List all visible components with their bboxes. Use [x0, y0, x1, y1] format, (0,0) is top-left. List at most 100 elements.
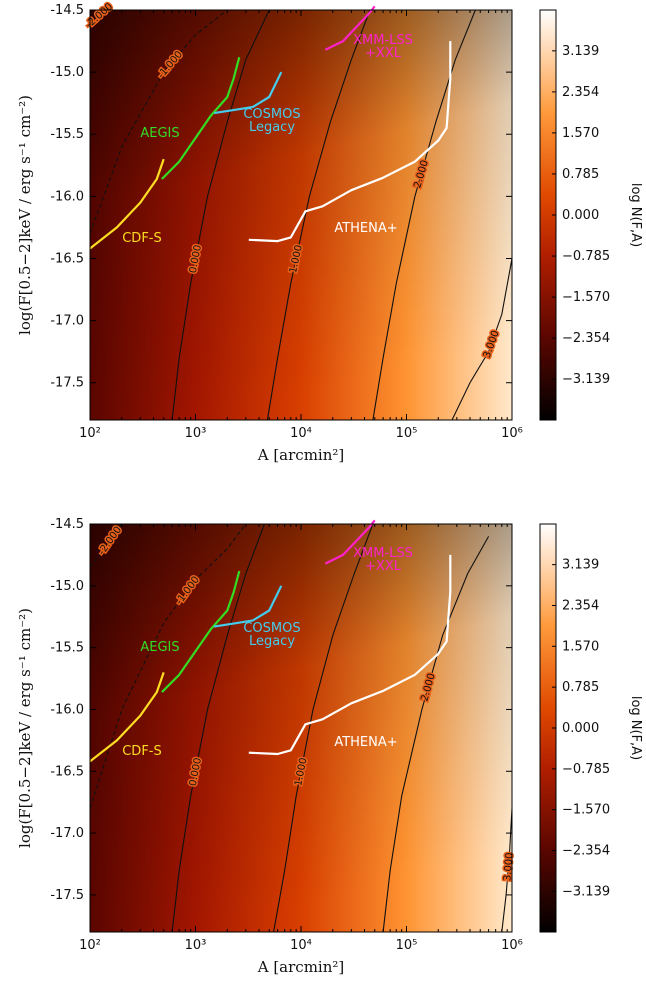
survey-aegis: AEGIS	[140, 570, 241, 693]
y-axis: -14.5 -15.0 -15.5 -16.0 -16.5 -17.0 -17.5 log(F…	[16, 517, 512, 903]
contour-path	[501, 808, 513, 933]
survey-label: +XXL	[365, 559, 402, 574]
survey-track	[248, 41, 452, 243]
survey-xmm-lss-xxl: XMM-LSS+XXL	[324, 5, 413, 61]
survey-cdf-s: CDF-S	[89, 158, 165, 250]
colorbar-tick-label: −3.139	[562, 884, 610, 899]
contour-path	[89, 523, 123, 568]
survey-xmm-lss-xxl: XMM-LSS+XXL	[324, 519, 413, 574]
y-axis-title: log(F[0.5−2]keV / erg s⁻¹ cm⁻²)	[16, 95, 34, 335]
colorbar-tick-label: −1.570	[562, 290, 610, 305]
y-tick-label: -17.0	[50, 314, 84, 329]
survey-athena-: ATHENA+	[248, 554, 452, 756]
contour-path	[382, 536, 490, 933]
survey-label: CDF-S	[122, 231, 162, 246]
contour-line-0.000: 0.000	[171, 9, 270, 421]
y-tick-label: -15.0	[50, 65, 84, 80]
colorbar-tick-label: −3.139	[562, 372, 610, 387]
survey-label: Legacy	[249, 634, 295, 649]
x-axis-title: A [arcmin²]	[257, 958, 345, 976]
survey-track	[89, 672, 165, 763]
heatmap-shade	[90, 10, 512, 420]
x-axis: 10² 10³ 10⁴ 10⁵ 10⁶ A [arcmin²]	[79, 524, 523, 976]
colorbar-tick-label: −2.354	[562, 844, 610, 859]
survey-track	[89, 158, 165, 250]
colorbar-tick-label: 3.139	[562, 44, 599, 59]
colorbar-tick-label: 0.785	[562, 167, 599, 182]
x-tick-label: 10⁴	[290, 938, 312, 953]
x-tick-label: 10⁶	[501, 426, 523, 441]
colorbar-tick-label: −1.570	[562, 803, 610, 818]
colorbar-tick-label: 0.000	[562, 208, 599, 223]
y-tick-label: -15.0	[50, 579, 84, 594]
contour-path	[451, 258, 513, 421]
heatmap	[90, 524, 512, 932]
y-axis: -14.5 -15.0 -15.5 -16.0 -16.5 -17.0 -17.5 log(F…	[16, 3, 512, 391]
survey-label: ATHENA+	[334, 735, 397, 750]
heatmap	[90, 10, 512, 420]
colorbar-tick-label: −0.785	[562, 762, 610, 777]
y-tick-label: -14.5	[50, 3, 84, 18]
contour-path	[372, 9, 476, 421]
colorbar-tick-label: −0.785	[562, 249, 610, 264]
survey-label: XMM-LSS	[353, 546, 413, 561]
survey-label: Legacy	[249, 120, 295, 135]
x-tick-label: 10⁵	[396, 938, 418, 953]
y-tick-label: -16.5	[50, 764, 84, 779]
colorbar-title: log N(F,A)	[628, 696, 643, 760]
y-tick-label: -14.5	[50, 517, 84, 532]
colorbar-tick-label: 0.000	[562, 721, 599, 736]
survey-label: AEGIS	[140, 640, 179, 655]
colorbar-tick-label: 1.570	[562, 126, 599, 141]
survey-aegis: AEGIS	[140, 56, 241, 180]
y-tick-label: -15.5	[50, 641, 84, 656]
survey-cdf-s: CDF-S	[89, 672, 165, 763]
survey-athena-: ATHENA+	[248, 41, 452, 243]
heatmap-shade	[90, 524, 512, 932]
survey-label: XMM-LSS	[353, 33, 413, 48]
survey-track	[213, 71, 283, 115]
colorbar-tick-label: 1.570	[562, 639, 599, 654]
contour-path	[266, 9, 371, 421]
survey-label: ATHENA+	[334, 221, 397, 236]
y-tick-label: -16.0	[50, 702, 84, 717]
survey-label: AEGIS	[140, 126, 179, 141]
contour-path	[171, 523, 265, 933]
survey-label: COSMOS	[243, 621, 300, 636]
colorbar: 3.139 2.354 1.570 0.785 0.000 −0.785 −1.570 −2.…	[539, 9, 643, 421]
y-tick-label: -16.5	[50, 251, 84, 266]
survey-label: +XXL	[365, 46, 402, 61]
colorbar-tick-label: 3.139	[562, 558, 599, 573]
colorbar-tick-label: 2.354	[562, 598, 599, 613]
contour-path	[171, 9, 270, 421]
x-tick-label: 10³	[185, 938, 207, 953]
contour-path	[89, 9, 228, 234]
x-axis-title: A [arcmin²]	[257, 446, 345, 464]
x-tick-label: 10²	[79, 426, 101, 441]
x-axis: 10² 10³ 10⁴ 10⁵ 10⁶ A [arcmin²]	[79, 10, 523, 464]
x-tick-label: 10⁶	[501, 938, 523, 953]
x-tick-label: 10³	[185, 426, 207, 441]
contour-path	[273, 523, 374, 933]
contour-path	[89, 523, 247, 809]
y-tick-label: -16.0	[50, 189, 84, 204]
survey-track	[248, 554, 452, 756]
survey-label: CDF-S	[122, 744, 162, 759]
y-tick-label: -15.5	[50, 127, 84, 142]
contour-label: 3.000	[502, 852, 515, 881]
y-tick-label: -17.5	[50, 376, 84, 391]
colorbar-title: log N(F,A)	[628, 183, 643, 247]
survey-label: COSMOS	[243, 107, 300, 122]
survey-track	[161, 56, 241, 180]
y-tick-label: -17.0	[50, 826, 84, 841]
colorbar-tick-label: 2.354	[562, 85, 599, 100]
y-tick-label: -17.5	[50, 888, 84, 903]
colorbar-tick-label: 0.785	[562, 680, 599, 695]
x-tick-label: 10⁴	[290, 426, 312, 441]
colorbar: 3.139 2.354 1.570 0.785 0.000 −0.785 −1.570 −2.…	[539, 523, 643, 933]
